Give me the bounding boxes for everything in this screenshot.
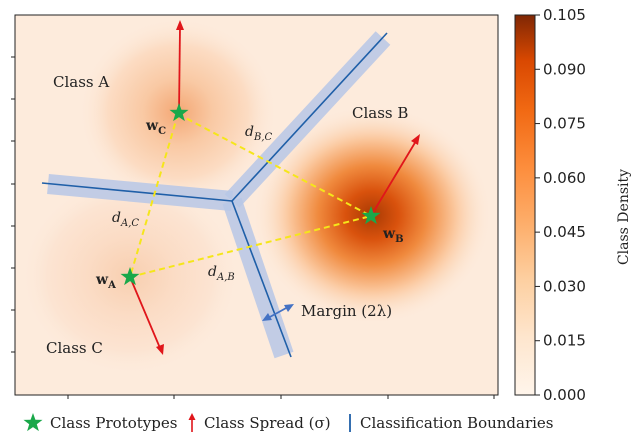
- spread-arrows: [129, 20, 420, 355]
- legend-item-prototypes: Class Prototypes: [22, 412, 177, 434]
- distance-label-bc: dB,C: [245, 124, 272, 143]
- legend-item-spread: Class Spread (σ): [186, 412, 331, 434]
- prototype-star-c: [120, 267, 140, 286]
- prototype-star-b: [361, 206, 381, 225]
- colorbar-title: Class Density: [616, 169, 632, 265]
- left-axis-ticks: [11, 56, 15, 353]
- distance-line-ab: [129, 215, 372, 278]
- prototype-label-c: wC: [145, 118, 166, 137]
- prototype-label-b: wB: [382, 226, 404, 245]
- distance-label-ac: dA,C: [112, 210, 139, 229]
- class-a-label: Class A: [53, 73, 109, 91]
- bottom-axis-ticks: [67, 395, 495, 399]
- colorbar-tick-label: 0.045: [543, 223, 586, 241]
- plot-area: Class A Class B Class C wC wB wA dB,C dA…: [15, 15, 498, 395]
- margin-arrow: [262, 304, 294, 321]
- colorbar-tick-label: 0.015: [543, 332, 586, 350]
- legend-star-icon: [23, 413, 43, 432]
- legend: Class Prototypes Class Spread (σ) Classi…: [0, 408, 641, 438]
- boundary-ab: [231, 32, 388, 202]
- class-b-label: Class B: [352, 104, 408, 122]
- margin-arrowhead-right: [284, 304, 294, 312]
- legend-label-spread: Class Spread (σ): [204, 414, 331, 432]
- plot-frame: [14, 14, 499, 396]
- spread-arrowhead-c: [156, 344, 164, 355]
- margin-arrow-line: [267, 306, 289, 319]
- class-c-label: Class C: [46, 339, 103, 357]
- margin-band-bc: [222, 197, 294, 359]
- spread-arrowhead-a: [176, 20, 184, 30]
- colorbar-tick-label: 0.105: [543, 6, 586, 24]
- legend-label-prototypes: Class Prototypes: [50, 414, 178, 432]
- boundary-ac: [41, 182, 233, 202]
- distance-lines: [129, 113, 372, 278]
- distance-label-ab: dA,B: [208, 264, 235, 283]
- legend-arrow-icon: [188, 413, 196, 432]
- spread-arrow-a: [178, 26, 181, 114]
- colorbar-ticks: 0.105 0.090 0.075 0.060 0.045 0.030 0.015 0.000: [535, 6, 586, 404]
- colorbar: [514, 14, 536, 396]
- margin-arrowhead-left: [262, 313, 272, 321]
- diagram-figure: Class A Class B Class C wC wB wA dB,C dA…: [11, 6, 632, 404]
- legend-label-boundaries: Classification Boundaries: [360, 414, 554, 432]
- boundary-bc: [231, 200, 292, 358]
- class-prototypes: [120, 103, 381, 286]
- legend-item-boundaries: Classification Boundaries: [346, 412, 554, 434]
- spread-arrow-b: [370, 140, 417, 217]
- colorbar-tick-label: 0.000: [543, 386, 586, 404]
- classification-boundaries: [41, 32, 388, 358]
- prototype-star-a: [169, 103, 189, 122]
- margin-label: Margin (2λ): [301, 302, 392, 320]
- distance-line-ac: [129, 113, 179, 278]
- spread-arrowhead-b: [411, 134, 420, 145]
- prototype-label-a: wA: [95, 272, 116, 291]
- spread-arrow-c: [129, 276, 161, 349]
- colorbar-tick-label: 0.075: [543, 115, 586, 133]
- distance-line-bc: [177, 113, 372, 217]
- colorbar-tick-label: 0.030: [543, 277, 586, 295]
- colorbar-tick-label: 0.090: [543, 60, 586, 78]
- legend-line-icon: [349, 414, 351, 432]
- colorbar-tick-label: 0.060: [543, 169, 586, 187]
